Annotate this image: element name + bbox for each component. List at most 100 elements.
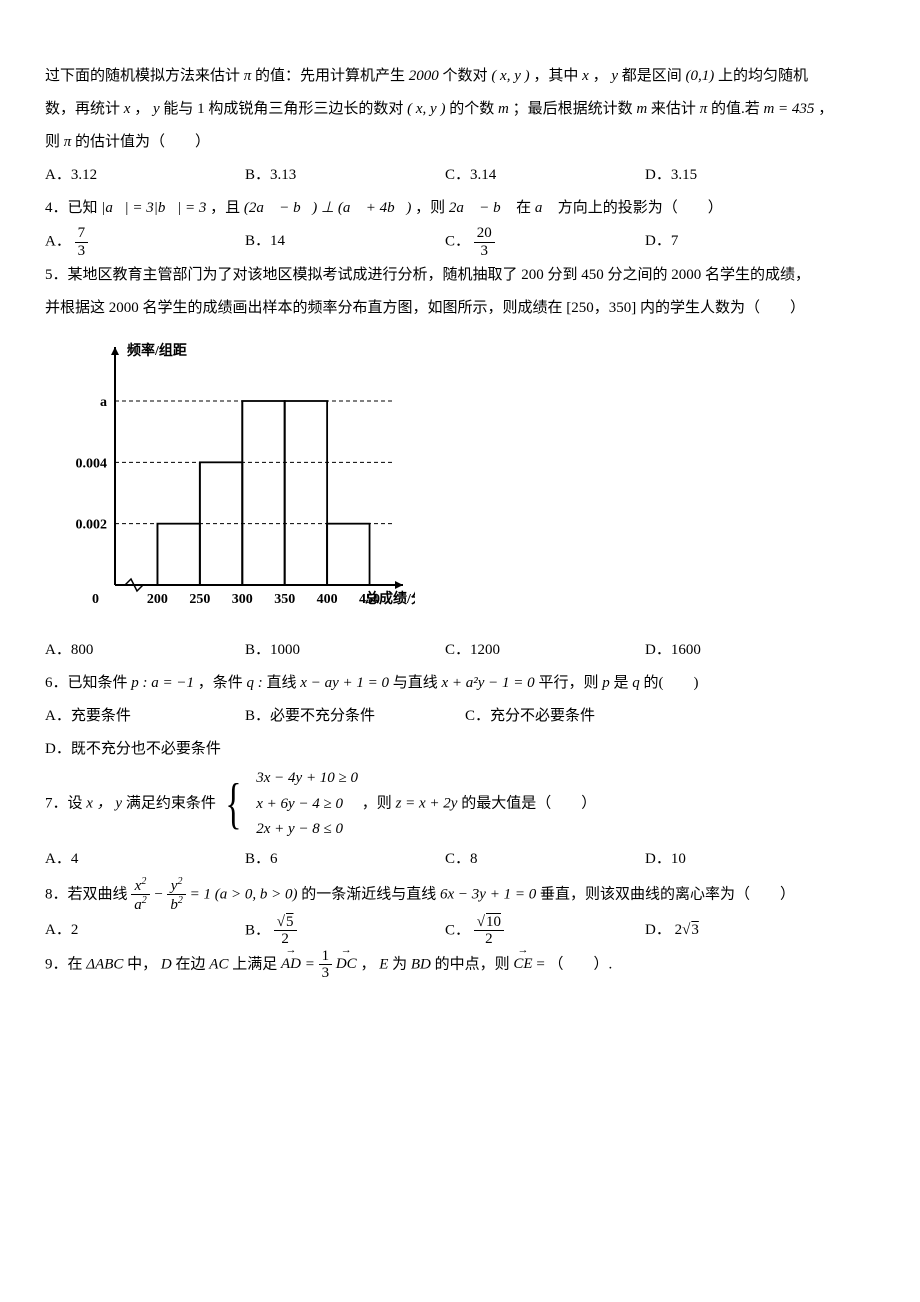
q3-line3: 则 π 的估计值为（ ） (45, 126, 875, 159)
q5-line1: 5．某地区教育主管部门为了对该地区模拟考试成进行分析，随机抽取了 200 分到 … (45, 259, 875, 292)
c2: x + 6y − 4 ≥ 0 (256, 796, 343, 812)
text: 个数对 (443, 68, 488, 84)
text: 在 (516, 200, 531, 216)
svg-text:300: 300 (232, 592, 253, 607)
x: x (124, 101, 131, 117)
q3-line1: 过下面的随机模拟方法来估计 π 的值：先用计算机产生 2000 个数对 ( x,… (45, 60, 875, 93)
label: C． (445, 922, 470, 938)
text: 是 (613, 675, 628, 691)
text: 为 (392, 956, 407, 972)
q3-options: A．3.12 B．3.13 C．3.14 D．3.15 (45, 159, 875, 192)
AC: AC (209, 956, 228, 972)
L2: x + a²y − 1 = 0 (442, 675, 535, 691)
q8-stem: 8．若双曲线 x2 a2 − y2 b2 = 1 (a > 0, b > 0) … (45, 876, 875, 914)
option-d: D．既不充分也不必要条件 (45, 733, 305, 766)
p: p : a = −1 (131, 675, 194, 691)
text: 上的均匀随机 (718, 68, 808, 84)
svg-text:a: a (100, 395, 107, 410)
svg-text:350: 350 (274, 592, 295, 607)
option-b: B．14 (245, 225, 445, 259)
constraint-system: { 3x − 4y + 10 ≥ 0 x + 6y − 4 ≥ 0 2x + y… (220, 766, 358, 843)
z: z = x + 2y (396, 796, 458, 812)
num: 2000 (409, 68, 439, 84)
xy: ( x, y ) (407, 101, 445, 117)
x: x (582, 68, 589, 84)
q5-options: A．800 B．1000 C．1200 D．1600 (45, 634, 875, 667)
BD: BD (411, 956, 431, 972)
eqtail: = 1 (a > 0, b > 0) (190, 886, 298, 902)
fraction: 73 (75, 225, 89, 259)
text: ， (360, 956, 375, 972)
m: m (498, 101, 509, 117)
text: 平行，则 (538, 675, 598, 691)
text: 垂直，则该双曲线的离心率为（ ） (540, 886, 795, 902)
option-c: C．充分不必要条件 (465, 700, 685, 733)
text: 的个数 (449, 101, 494, 117)
option-d: D．10 (645, 843, 845, 876)
y: y (611, 68, 618, 84)
histogram-chart: 0.0020.004a2002503003504004500频率/组距总成绩/分 (55, 335, 875, 628)
q5-line2: 并根据这 2000 名学生的成绩画出样本的频率分布直方图，如图所示，则成绩在 [… (45, 292, 875, 325)
option-d: D．1600 (645, 634, 845, 667)
text: ，其中 (533, 68, 578, 84)
option-b: B．必要不充分条件 (245, 700, 465, 733)
xy: x ， y (86, 796, 122, 812)
svg-text:频率/组距: 频率/组距 (127, 342, 187, 359)
fraction: √102 (474, 914, 504, 948)
vec-CE: CE (513, 948, 532, 981)
q: q : (247, 675, 263, 691)
option-c: C．1200 (445, 634, 645, 667)
q4-stem: 4．已知 |a⃗| = 3|b⃗| = 3 ，且 (2a⃗ − b⃗) ⊥ (a… (45, 192, 875, 225)
text: 的( ) (643, 675, 698, 691)
text: 满足约束条件 (126, 796, 216, 812)
text: 则 (45, 134, 60, 150)
text: 6．已知条件 (45, 675, 128, 691)
option-a: A． 73 (45, 225, 245, 259)
coef: 2 (675, 922, 683, 938)
p2: p (602, 675, 610, 691)
text: ，且 (210, 200, 240, 216)
option-a: A．4 (45, 843, 245, 876)
text: 9．在 (45, 956, 83, 972)
int: (0,1) (686, 68, 715, 84)
y: y (153, 101, 160, 117)
xy: ( x, y ) (491, 68, 529, 84)
q4-options: A． 73 B．14 C． 203 D．7 (45, 225, 875, 259)
text: 的一条渐近线与直线 (301, 886, 436, 902)
svg-text:250: 250 (189, 592, 210, 607)
expr: 2a⃗ − b⃗ (449, 200, 512, 216)
m: m (636, 101, 647, 117)
text: 的值.若 (711, 101, 760, 117)
text: ， (818, 101, 833, 117)
text: 数，再统计 (45, 101, 120, 117)
text: ；最后根据统计数 (513, 101, 633, 117)
expr: |a⃗| = 3|b⃗| = 3 (101, 200, 206, 216)
svg-text:0.004: 0.004 (76, 456, 108, 471)
option-c: C． √102 (445, 914, 645, 948)
pi: π (244, 68, 252, 84)
text: = （ ）. (536, 956, 612, 972)
option-c: C．3.14 (445, 159, 645, 192)
label: C． (445, 233, 470, 249)
svg-text:0: 0 (92, 592, 99, 607)
E: E (379, 956, 388, 972)
q7-options: A．4 B．6 C．8 D．10 (45, 843, 875, 876)
pi: π (700, 101, 708, 117)
label: D． (645, 922, 671, 938)
option-b: B．1000 (245, 634, 445, 667)
text: 的中点，则 (435, 956, 510, 972)
line: 6x − 3y + 1 = 0 (440, 886, 536, 902)
q6-options: A．充要条件 B．必要不充分条件 C．充分不必要条件 D．既不充分也不必要条件 (45, 700, 875, 766)
tri: ΔABC (86, 956, 123, 972)
q2: q (632, 675, 640, 691)
text: 都是区间 (622, 68, 682, 84)
option-d: D．7 (645, 225, 845, 259)
text: 的最大值是（ ） (461, 796, 596, 812)
m435: m = 435 (763, 101, 814, 117)
term2: y2 b2 (167, 876, 186, 914)
fraction: 203 (474, 225, 495, 259)
text: 方向上的投影为（ ） (558, 200, 723, 216)
option-a: A．800 (45, 634, 245, 667)
c3: 2x + y − 8 ≤ 0 (256, 821, 343, 837)
svg-text:总成绩/分: 总成绩/分 (365, 590, 415, 607)
